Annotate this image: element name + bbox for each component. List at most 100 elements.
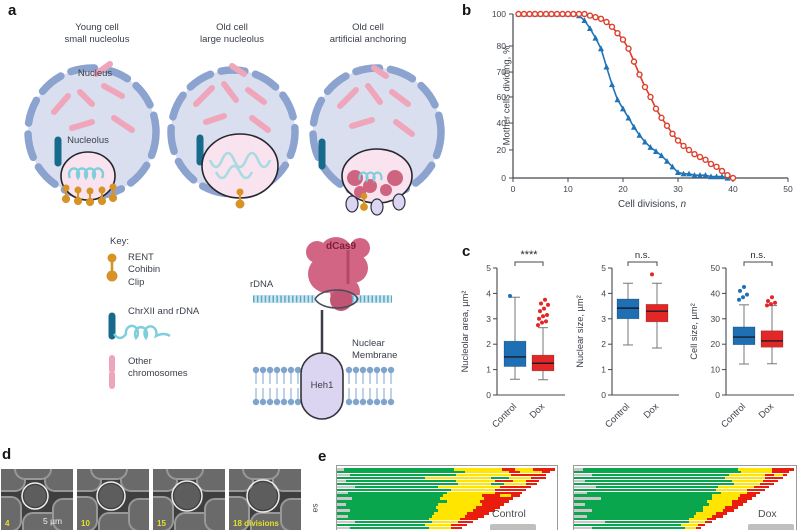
lifespan-segment-X [574, 520, 606, 524]
category-label: Control [490, 401, 518, 429]
yeast-cell [0, 496, 22, 530]
lifespan-segment-R [480, 500, 509, 503]
lifespan-segment-X [337, 520, 355, 524]
lifespan-segment-X [337, 503, 346, 506]
rent-anchor [360, 192, 368, 211]
category-label: Dox [528, 401, 547, 420]
lifespan-segment-G [337, 476, 425, 480]
lifespan-segment-Y [711, 497, 739, 500]
lifespan-segment-X [574, 509, 592, 512]
box-control [503, 340, 527, 367]
marker-triangle [603, 63, 610, 70]
lifespan-segment-R [711, 515, 723, 518]
y-tick-label: 0 [486, 390, 491, 400]
lifespan-segment-R [698, 523, 705, 527]
lifespan-segment-R [530, 476, 546, 480]
outlier-dot [545, 312, 549, 317]
lifespan-segment-R [526, 479, 540, 483]
lifespan-segment-Y [438, 503, 483, 506]
lifespan-segment-Y [709, 503, 732, 506]
outlier-dot [538, 309, 542, 314]
outlier-dot [745, 292, 749, 297]
lifespan-row [574, 476, 796, 480]
box-control [616, 298, 640, 320]
frame4-division-count: 18 divisions [233, 519, 279, 528]
lifespan-row [574, 491, 796, 494]
y-tick-label: 20 [497, 145, 507, 155]
outlier-dot [546, 302, 550, 307]
marker-circle [663, 122, 671, 129]
yeast-cell [90, 448, 128, 480]
lifespan-segment-R [495, 488, 527, 492]
outlier-dot [650, 272, 654, 277]
outlier-dot [542, 306, 546, 311]
lifespan-row [574, 520, 796, 524]
lifespan-segment-X [574, 497, 601, 500]
yeast-cell [128, 498, 166, 530]
marker-triangle [620, 105, 626, 112]
lifespan-segment-R [495, 479, 513, 483]
lifespan-segment-R [495, 491, 522, 494]
lifespan-row [574, 523, 796, 527]
box-dox [645, 304, 669, 323]
lifespan-segment-Y [702, 509, 723, 512]
cell-outline-circle [171, 480, 203, 512]
lifespan-segment-G [348, 515, 432, 518]
lifespan-segment-Y [433, 512, 467, 515]
outlier-dot [536, 323, 540, 328]
y-tick-label: 0 [601, 390, 606, 400]
lifespan-segment-G [337, 523, 425, 527]
outlier-dot [540, 320, 544, 325]
lifespan-segment-Y [512, 479, 527, 483]
lifespan-segment-R [457, 520, 474, 524]
lifespan-segment-G [582, 468, 739, 471]
lifespan-segment-R [466, 512, 489, 515]
lifespan-segment-G [574, 512, 697, 515]
y-tick-label: 40 [497, 118, 507, 128]
lifespan-segment-G [605, 520, 690, 524]
lifespan-segment-R [451, 526, 463, 530]
lifespan-row [337, 488, 557, 492]
lifespan-segment-X [337, 526, 351, 530]
tracks-legend-badge-control [490, 524, 536, 530]
outlier-dot [773, 300, 777, 305]
marker-circle [608, 23, 616, 30]
lifespan-segment-Y [504, 482, 527, 486]
lifespan-segment-X [574, 503, 586, 506]
lifespan-segment-G [591, 473, 730, 477]
lifespan-segment-Y [429, 526, 452, 530]
lifespan-row [574, 503, 796, 506]
lifespan-segment-G [600, 497, 712, 500]
marker-triangle [691, 171, 698, 178]
lifespan-segment-R [704, 520, 712, 524]
marker-circle [713, 163, 720, 170]
cell-outline-circle [246, 479, 280, 513]
marker-triangle [713, 173, 720, 180]
boxplot-ylabel: Nucleolar area, µm² [460, 291, 470, 373]
lifespan-segment-G [591, 509, 703, 512]
lifespan-segment-R [541, 470, 551, 474]
outlier-dot [770, 295, 774, 300]
marker-circle [542, 10, 550, 18]
yeast-cell [14, 448, 52, 480]
boxplot-ylabel: Cell size, µm² [689, 303, 699, 360]
lifespan-segment-Y [720, 491, 748, 494]
panel-label-a: a [8, 2, 17, 19]
lifespan-segment-G [343, 468, 454, 471]
lifespan-segment-R [460, 517, 478, 521]
lifespan-segment-Y [464, 470, 509, 474]
lifespan-segment-R [764, 476, 783, 480]
lifespan-segment-Y [508, 476, 531, 480]
lifespan-segment-R [764, 473, 774, 477]
lifespan-segment-Y [436, 506, 476, 509]
marker-triangle [631, 123, 637, 130]
lifespan-segment-R [747, 488, 765, 492]
lifespan-segment-R [760, 482, 774, 486]
lifespan-row [574, 468, 796, 471]
lifespan-row [574, 512, 796, 515]
category-label: Dox [757, 401, 776, 420]
lifespan-segment-X [574, 526, 592, 530]
lifespan-segment-G [587, 515, 694, 518]
marker-circle [570, 10, 577, 18]
chromosomes [193, 63, 271, 133]
